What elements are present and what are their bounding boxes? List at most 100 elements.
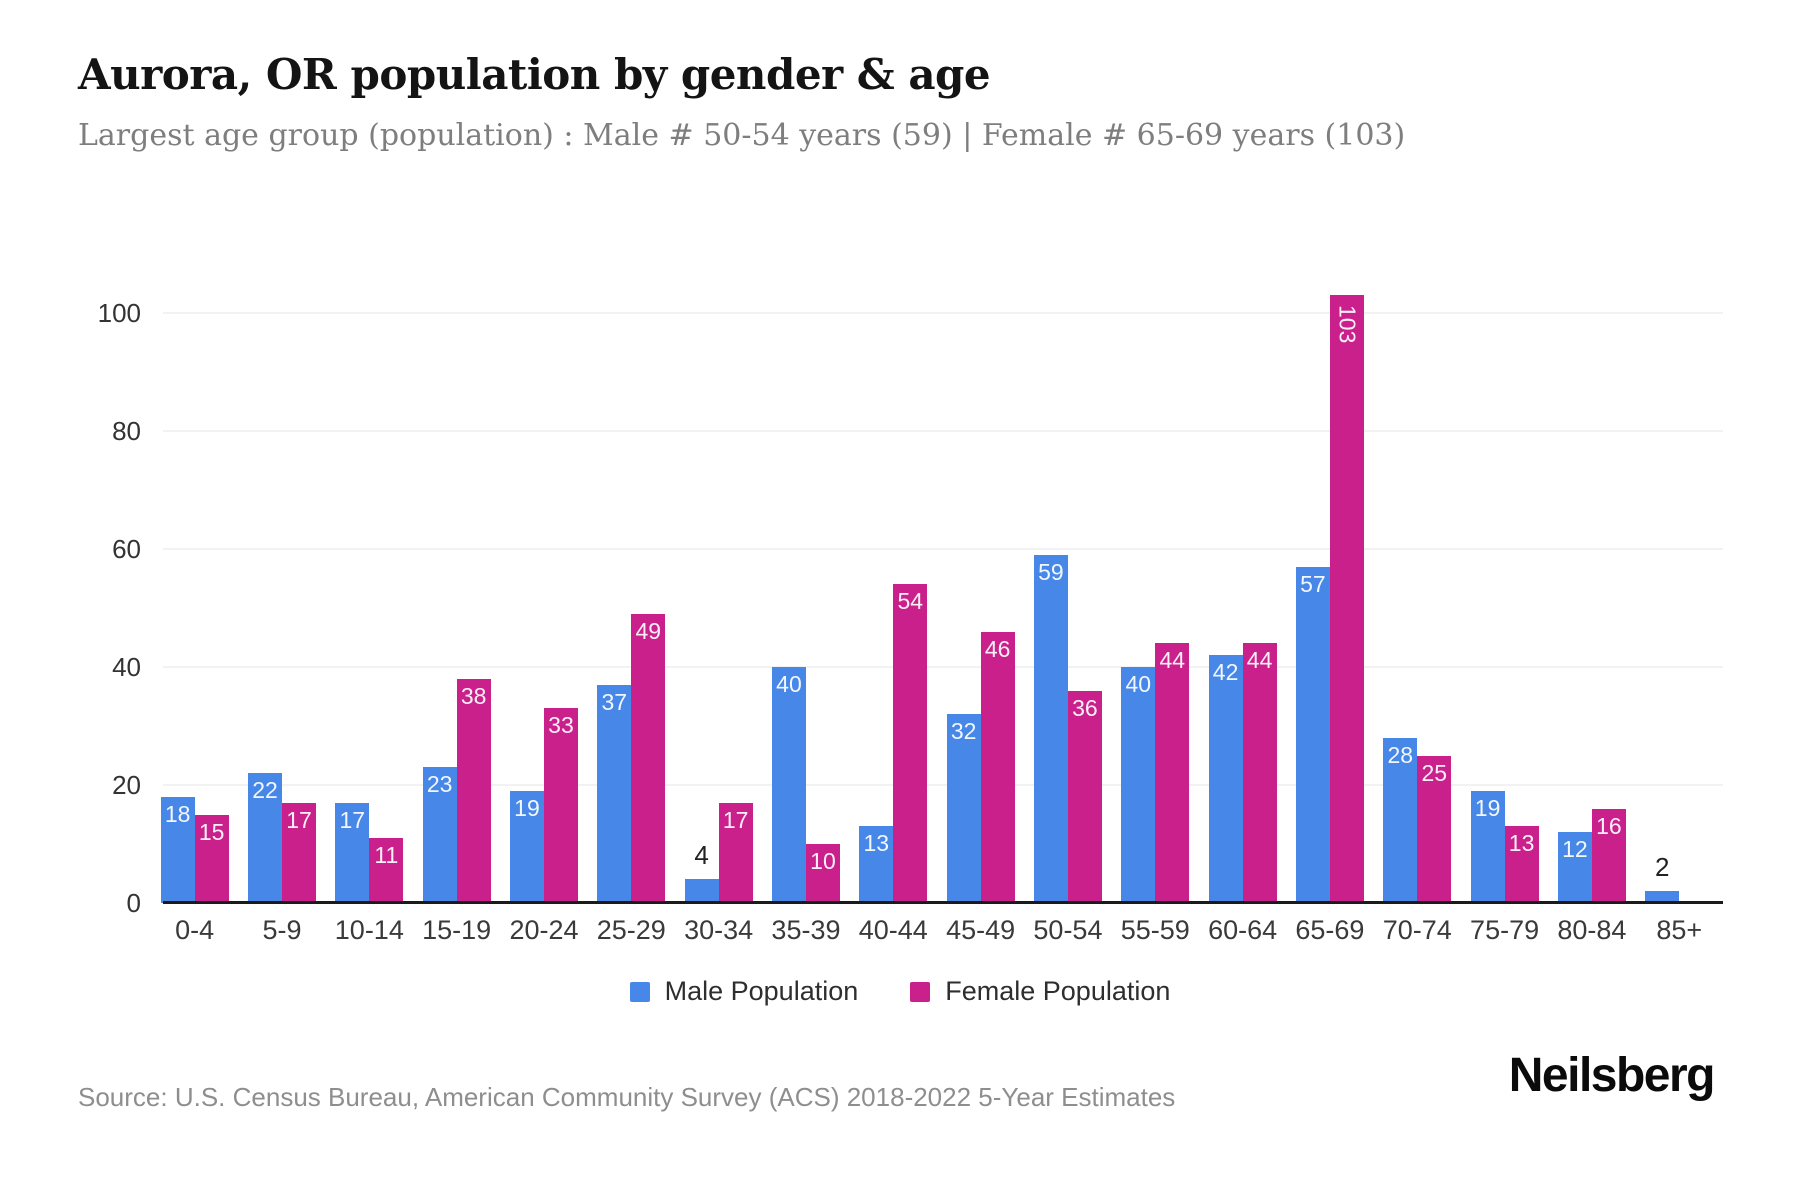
bar-male-65-69[interactable]: 57	[1295, 566, 1330, 903]
x-tick-label: 40-44	[858, 915, 928, 945]
bar-pair: 4 17	[684, 802, 753, 903]
y-tick-label: 0	[126, 888, 141, 918]
chart-subtitle: Largest age group (population) : Male # …	[78, 118, 1406, 153]
x-tick-label: 45-49	[946, 915, 1016, 945]
bar-pair: 19 13	[1470, 790, 1539, 903]
bar-female-20-24[interactable]: 33	[543, 708, 578, 903]
x-tick-label: 55-59	[1120, 915, 1190, 945]
bar-value-label: 46	[984, 635, 1011, 662]
bar-value-label: 23	[426, 771, 453, 798]
bar-male-5-9[interactable]: 22	[247, 773, 282, 903]
gridline	[163, 666, 1723, 668]
bar-group-65-69: 57 103 65-69	[1286, 295, 1373, 945]
bar-female-35-39[interactable]: 10	[805, 844, 840, 903]
legend-label-male: Male Population	[664, 976, 859, 1006]
bar-male-45-49[interactable]: 32	[946, 714, 981, 903]
bar-male-30-34[interactable]: 4	[684, 840, 719, 903]
x-tick-label: 60-64	[1208, 915, 1278, 945]
bar-male-75-79[interactable]: 19	[1470, 790, 1505, 903]
bar-pair: 42 44	[1208, 643, 1277, 903]
bar-male-15-19[interactable]: 23	[422, 767, 457, 903]
bar-female-55-59[interactable]: 44	[1155, 643, 1190, 903]
x-tick-label: 35-39	[771, 915, 841, 945]
bar-value-label: 19	[514, 794, 540, 821]
bar-value-label: 17	[722, 806, 749, 833]
bar-value-label: 2	[1655, 852, 1670, 883]
bar-group-0-4: 18 15 0-4	[151, 313, 238, 945]
source-text: Source: U.S. Census Bureau, American Com…	[78, 1082, 1176, 1112]
y-tick-label: 20	[112, 770, 141, 800]
bar-pair: 40 10	[771, 667, 840, 903]
bar-value-label: 33	[548, 712, 574, 739]
bar-value-label: 42	[1212, 659, 1239, 686]
bar-value-label: 32	[950, 718, 977, 745]
bar-female-25-29[interactable]: 49	[631, 613, 666, 903]
bar-female-50-54[interactable]: 36	[1067, 690, 1102, 903]
bar-pair: 37 49	[597, 613, 666, 903]
bar-value-label: 13	[863, 830, 890, 857]
bar-male-20-24[interactable]: 19	[509, 790, 544, 903]
bar-group-85+: 2 85+	[1636, 313, 1723, 945]
brand-logo: Neilsberg	[1508, 1049, 1716, 1102]
y-tick-label: 60	[112, 534, 141, 564]
bar-female-10-14[interactable]: 11	[369, 838, 404, 903]
bar-pair: 19 33	[509, 708, 578, 903]
plot-area: 0 20 40 60 80 100 18 15 0-4 22 17 5-9 17 11 10-14 23 38…	[98, 295, 1723, 945]
bar-group-45-49: 32 46 45-49	[937, 313, 1024, 945]
bar-male-25-29[interactable]: 37	[597, 684, 632, 903]
bar-male-10-14[interactable]: 17	[335, 802, 370, 903]
bar-male-55-59[interactable]: 40	[1121, 667, 1156, 903]
bar-group-20-24: 19 33 20-24	[500, 313, 587, 945]
bar-pair: 28 25	[1383, 737, 1452, 903]
bar-pair: 18 15	[160, 796, 229, 903]
bar-value-label: 17	[339, 806, 366, 833]
bar-male-80-84[interactable]: 12	[1557, 832, 1592, 903]
y-tick-label: 40	[112, 652, 141, 682]
bar-group-5-9: 22 17 5-9	[238, 313, 325, 945]
bar-value-label: 19	[1474, 794, 1501, 821]
bar-group-35-39: 40 10 35-39	[762, 313, 849, 945]
bar-female-0-4[interactable]: 15	[194, 814, 229, 903]
bar-pair: 17 11	[335, 802, 404, 903]
bar-female-60-64[interactable]: 44	[1242, 643, 1277, 903]
bar-value-label: 40	[1125, 671, 1152, 697]
bar-value-label: 12	[1562, 836, 1588, 863]
gridline	[163, 312, 1723, 314]
bar-male-85+[interactable]: 2	[1645, 852, 1680, 903]
bar-male-60-64[interactable]: 42	[1208, 655, 1243, 903]
bar-group-25-29: 37 49 25-29	[588, 313, 675, 945]
x-tick-label: 20-24	[509, 915, 579, 945]
bar-value-label: 103	[1334, 305, 1361, 344]
bar-group-30-34: 4 17 30-34	[675, 313, 762, 945]
bar-value-label: 40	[776, 671, 802, 697]
bar-value-label: 44	[1246, 647, 1273, 674]
bar-male-50-54[interactable]: 59	[1033, 554, 1068, 903]
bar-female-70-74[interactable]: 25	[1417, 755, 1452, 903]
bar-male-0-4[interactable]: 18	[160, 796, 195, 903]
bar-female-5-9[interactable]: 17	[281, 802, 316, 903]
bar-male-35-39[interactable]: 40	[771, 667, 806, 903]
bar-pair: 22 17	[247, 773, 316, 903]
bar-female-65-69[interactable]: 103	[1329, 295, 1364, 903]
bar-pair: 59 36	[1033, 554, 1102, 903]
bar-female-80-84[interactable]: 16	[1591, 808, 1626, 903]
bar-female-75-79[interactable]: 13	[1504, 826, 1539, 903]
bar-female-45-49[interactable]: 46	[980, 631, 1015, 903]
bar-female-30-34[interactable]: 17	[718, 802, 753, 903]
chart-title: Aurora, OR population by gender & age	[78, 50, 991, 99]
legend-item-male[interactable]: Male Population	[629, 976, 859, 1007]
x-tick-label: 85+	[1656, 915, 1703, 945]
bar-female-40-44[interactable]: 54	[893, 584, 928, 903]
legend-item-female[interactable]: Female Population	[910, 976, 1170, 1007]
bar-male-70-74[interactable]: 28	[1383, 737, 1418, 903]
x-tick-label: 15-19	[422, 915, 492, 945]
bar-female-15-19[interactable]: 38	[456, 678, 491, 903]
x-tick-label: 25-29	[596, 915, 666, 945]
x-tick-label: 70-74	[1382, 915, 1452, 945]
gridline	[163, 430, 1723, 432]
bar-pair: 57 103	[1295, 295, 1364, 903]
x-axis-line	[163, 901, 1723, 904]
bar-male-40-44[interactable]: 13	[859, 826, 894, 903]
bar-value-label: 4	[694, 840, 709, 871]
